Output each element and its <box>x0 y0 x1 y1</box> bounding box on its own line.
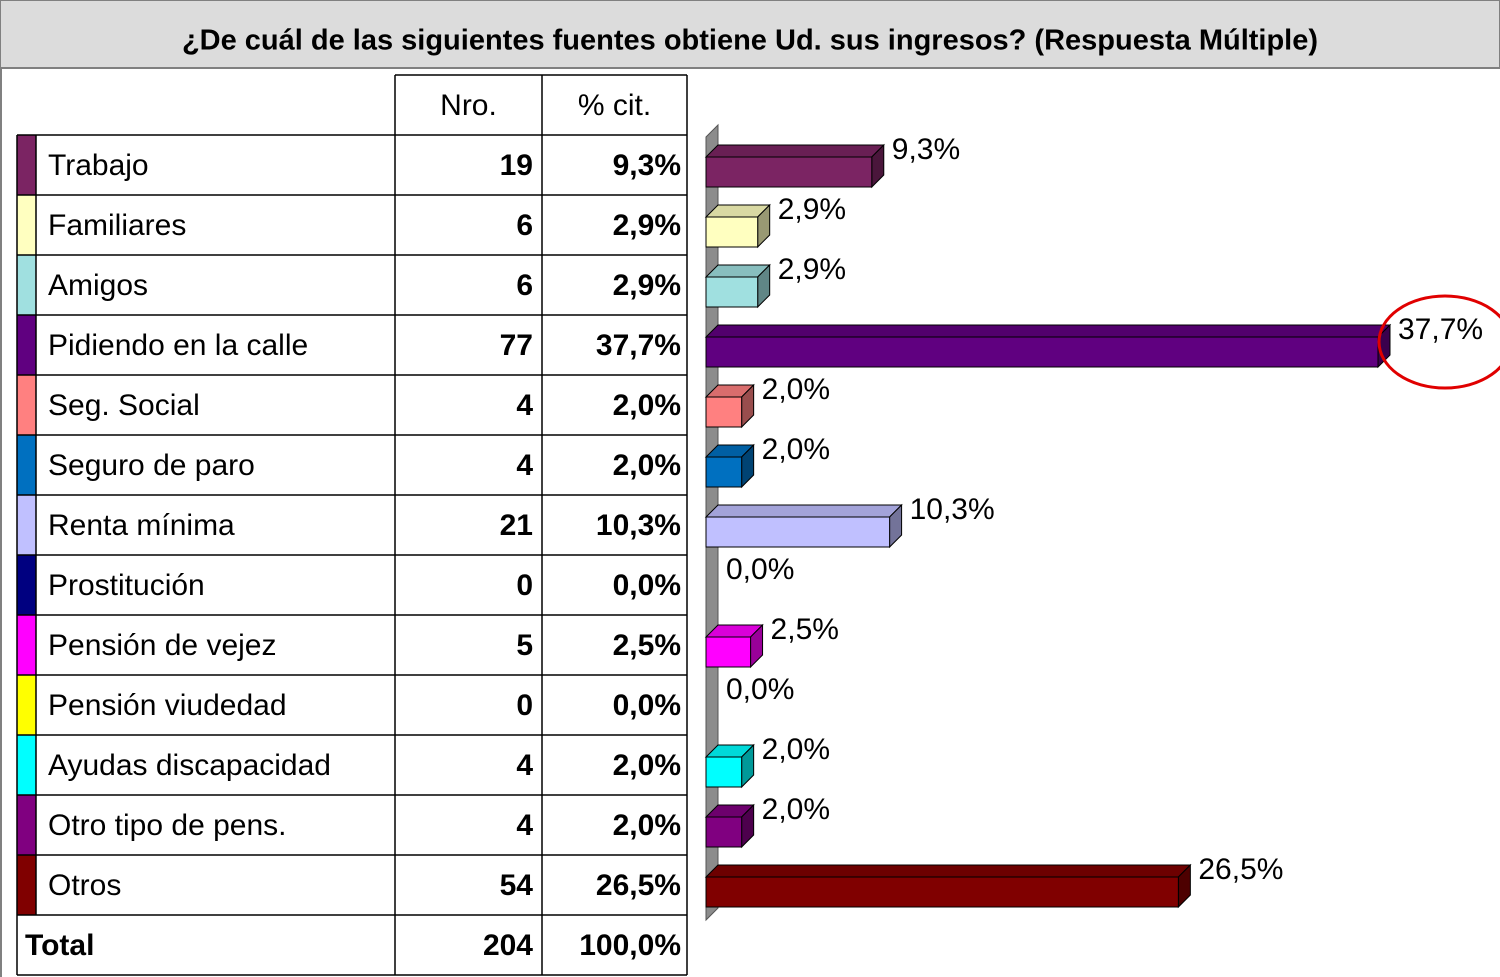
percent-cell: 2,5% <box>613 629 681 662</box>
count-cell: 21 <box>500 509 533 542</box>
row-label: Seg. Social <box>48 389 200 422</box>
row-label: Pensión viudedad <box>48 689 287 722</box>
data-label: 2,9% <box>778 193 846 226</box>
count-cell: 4 <box>516 809 533 842</box>
title-bar <box>0 0 1500 69</box>
data-label: 2,9% <box>778 253 846 286</box>
bar <box>705 396 743 428</box>
bar-top <box>704 324 1392 338</box>
color-swatch <box>17 435 36 495</box>
bar-top <box>704 144 885 158</box>
row-label: Otro tipo de pens. <box>48 809 286 842</box>
color-swatch <box>17 735 36 795</box>
color-swatch <box>17 495 36 555</box>
data-label: 2,5% <box>771 613 839 646</box>
data-label: 2,0% <box>762 433 830 466</box>
count-cell: 77 <box>500 329 533 362</box>
bar-top <box>704 864 1192 878</box>
total-percent: 100,0% <box>579 929 681 962</box>
row-label: Seguro de paro <box>48 449 255 482</box>
data-label: 2,0% <box>762 793 830 826</box>
count-cell: 6 <box>516 269 533 302</box>
data-label: 10,3% <box>910 493 995 526</box>
percent-cell: 26,5% <box>596 869 681 902</box>
column-header: Nro. <box>440 89 497 122</box>
bar <box>705 756 743 788</box>
count-cell: 0 <box>516 569 533 602</box>
bar <box>705 276 759 308</box>
data-label: 9,3% <box>892 133 960 166</box>
bar <box>705 336 1379 368</box>
column-header: % cit. <box>578 89 651 122</box>
color-swatch <box>17 555 36 615</box>
total-count: 204 <box>483 929 533 962</box>
bar <box>705 456 743 488</box>
count-cell: 0 <box>516 689 533 722</box>
data-label: 26,5% <box>1198 853 1283 886</box>
total-label: Total <box>25 929 94 962</box>
row-label: Amigos <box>48 269 148 302</box>
count-cell: 6 <box>516 209 533 242</box>
percent-cell: 9,3% <box>613 149 681 182</box>
percent-cell: 10,3% <box>596 509 681 542</box>
count-cell: 4 <box>516 449 533 482</box>
bar <box>705 516 891 548</box>
percent-cell: 0,0% <box>613 689 681 722</box>
percent-cell: 2,0% <box>613 389 681 422</box>
data-label: 0,0% <box>726 553 794 586</box>
count-cell: 5 <box>516 629 533 662</box>
color-swatch <box>17 675 36 735</box>
color-swatch <box>17 255 36 315</box>
count-cell: 4 <box>516 389 533 422</box>
bars: 9,3% 2,9% 2,9% 37,7% 2,0% 2,0% 10,3% 0,0% 2,5% 0,… <box>704 133 1483 909</box>
percent-cell: 2,9% <box>613 209 681 242</box>
bar <box>705 876 1179 908</box>
data-label: 2,0% <box>762 373 830 406</box>
highlight-ellipse <box>1377 294 1500 390</box>
color-swatch <box>17 315 36 375</box>
color-swatch <box>17 855 36 915</box>
bar-top <box>704 504 903 518</box>
chart-title: ¿De cuál de las siguientes fuentes obtie… <box>182 25 1318 57</box>
row-label: Otros <box>48 869 121 902</box>
percent-cell: 2,0% <box>613 809 681 842</box>
data-label: 2,0% <box>762 733 830 766</box>
row-label: Renta mínima <box>48 509 235 542</box>
row-label: Familiares <box>48 209 186 242</box>
percent-cell: 2,9% <box>613 269 681 302</box>
row-label: Prostitución <box>48 569 205 602</box>
data-label: 37,7% <box>1398 313 1483 346</box>
percent-cell: 2,0% <box>613 749 681 782</box>
row-label: Trabajo <box>48 149 149 182</box>
data-label: 0,0% <box>726 673 794 706</box>
percent-cell: 2,0% <box>613 449 681 482</box>
bar <box>705 636 752 668</box>
table: Nro. % cit. Trabajo 19 9,3% Familiares 6 2,9% Am… <box>16 74 688 976</box>
color-swatch <box>17 795 36 855</box>
color-swatch <box>17 375 36 435</box>
color-swatch <box>17 135 36 195</box>
row-label: Pensión de vejez <box>48 629 277 662</box>
count-cell: 4 <box>516 749 533 782</box>
bar <box>705 216 759 248</box>
color-swatch <box>17 615 36 675</box>
row-label: Pidiendo en la calle <box>48 329 308 362</box>
color-swatch <box>17 195 36 255</box>
bar <box>705 816 743 848</box>
count-cell: 54 <box>500 869 534 902</box>
row-label: Ayudas discapacidad <box>48 749 331 782</box>
bar <box>705 156 873 188</box>
percent-cell: 0,0% <box>613 569 681 602</box>
percent-cell: 37,7% <box>596 329 681 362</box>
count-cell: 19 <box>500 149 533 182</box>
